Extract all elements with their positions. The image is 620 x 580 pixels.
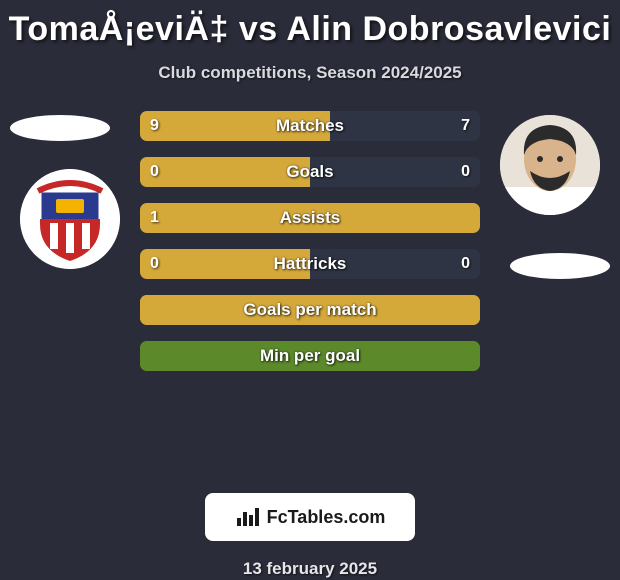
stat-bar: Goals00 <box>140 157 480 187</box>
stat-bars: Matches97 Goals00 Assists1 Hattricks00 Goals… <box>140 111 480 387</box>
stat-fill-left <box>140 249 310 279</box>
stat-fill-right <box>310 157 480 187</box>
stat-bar: Goals per match <box>140 295 480 325</box>
stat-fill-left <box>140 157 310 187</box>
left-club-crest <box>20 169 120 269</box>
right-club-ellipse <box>510 253 610 279</box>
stat-fill-right <box>330 111 480 141</box>
left-player-ellipse <box>10 115 110 141</box>
date-text: 13 february 2025 <box>0 559 620 579</box>
stat-bar: Assists1 <box>140 203 480 233</box>
stat-bar: Matches97 <box>140 111 480 141</box>
stat-fill-left <box>140 111 330 141</box>
stat-fill-left <box>140 203 480 233</box>
stat-fill-right <box>310 249 480 279</box>
bars-logo-icon <box>235 506 261 528</box>
crest-icon <box>20 169 120 269</box>
subtitle: Club competitions, Season 2024/2025 <box>0 63 620 83</box>
comparison-stage: Matches97 Goals00 Assists1 Hattricks00 Goals… <box>0 109 620 489</box>
avatar-icon <box>500 115 600 215</box>
brand-card: FcTables.com <box>205 493 415 541</box>
stat-fill-left <box>140 295 480 325</box>
brand-text: FcTables.com <box>267 507 386 528</box>
stat-bar: Min per goal <box>140 341 480 371</box>
page-title: TomaÅ¡eviÄ‡ vs Alin Dobrosavlevici <box>0 0 620 49</box>
right-player-avatar <box>500 115 600 215</box>
stat-fill-left <box>140 341 480 371</box>
stat-bar: Hattricks00 <box>140 249 480 279</box>
